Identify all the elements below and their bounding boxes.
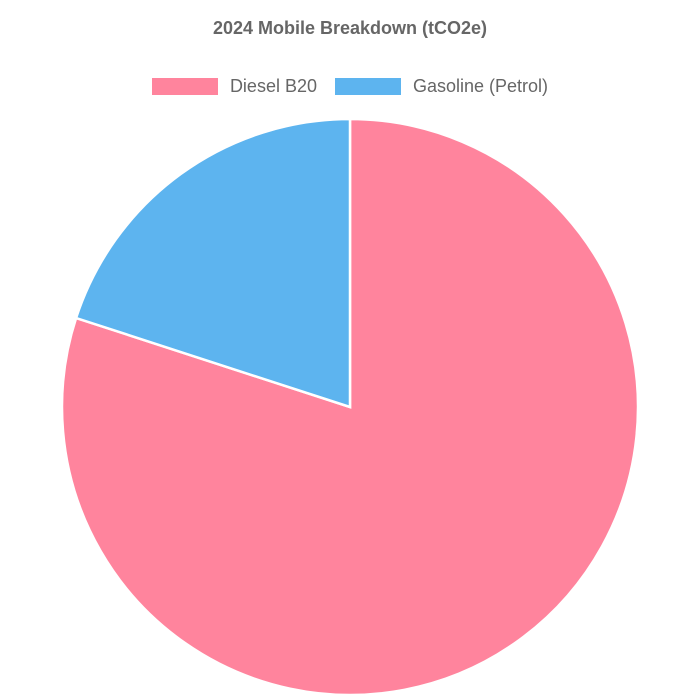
legend-swatch-diesel	[151, 78, 218, 95]
legend-swatch-gasoline	[334, 78, 401, 95]
legend-label-diesel: Diesel B20	[229, 76, 317, 96]
pie-slice-gasoline-petrol[interactable]	[74, 117, 352, 409]
legend-label-gasoline: Gasoline (Petrol)	[412, 76, 549, 96]
legend-item-gasoline[interactable]: Gasoline (Petrol)	[334, 76, 549, 97]
legend-item-diesel[interactable]: Diesel B20	[151, 76, 317, 97]
chart-title: 2024 Mobile Breakdown (tCO2e)	[212, 18, 488, 38]
legend: Diesel B20 Gasoline (Petrol)	[0, 76, 700, 97]
